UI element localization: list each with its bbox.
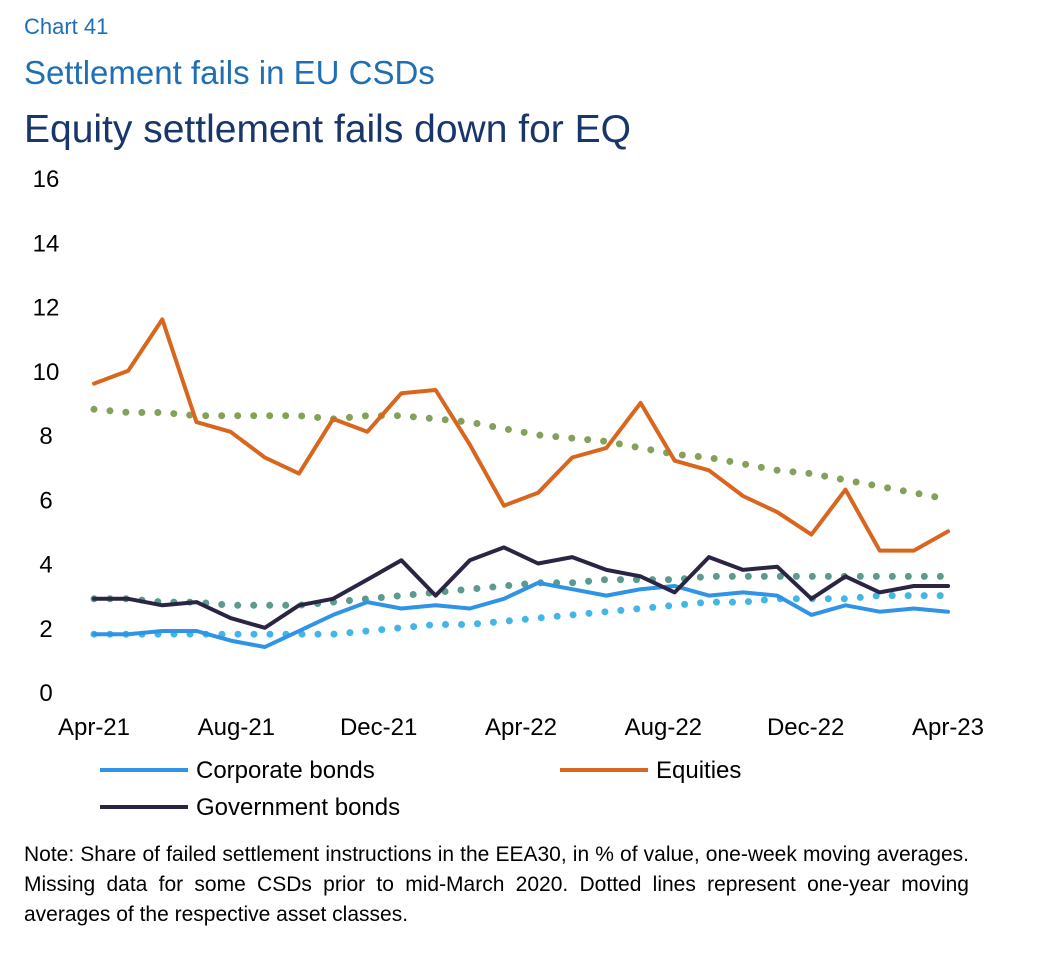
y-tick-label: 16 xyxy=(33,166,60,193)
y-tick-label: 8 xyxy=(39,423,52,450)
y-tick-label: 10 xyxy=(33,359,60,386)
series-line-equities xyxy=(92,317,950,553)
x-tick-label: Dec-22 xyxy=(767,714,844,741)
y-tick-label: 4 xyxy=(39,552,52,579)
y-tick-label: 12 xyxy=(33,295,60,322)
line-chart: 0 2 4 6 8 10 12 14 16 Apr-21 Aug-21 Dec-21 Apr-22 Au… xyxy=(33,166,984,821)
x-tick-label: Dec-21 xyxy=(340,714,417,741)
x-tick-label: Apr-21 xyxy=(58,714,130,741)
legend-label-government-bonds: Government bonds xyxy=(196,794,400,821)
x-tick-label: Aug-21 xyxy=(198,714,275,741)
y-tick-label: 0 xyxy=(39,680,52,707)
x-tick-label: Apr-23 xyxy=(912,714,984,741)
legend-label-corporate-bonds: Corporate bonds xyxy=(196,757,375,784)
y-tick-label: 2 xyxy=(39,616,52,643)
series-layer xyxy=(90,317,952,649)
chart-title: Settlement fails in EU CSDs xyxy=(24,54,435,91)
chart-note: Note: Share of failed settlement instruc… xyxy=(24,843,969,926)
chart-number: Chart 41 xyxy=(24,14,109,39)
moving-average-line-corporate-avg xyxy=(90,592,952,638)
x-tick-label: Aug-22 xyxy=(625,714,702,741)
y-axis: 0 2 4 6 8 10 12 14 16 xyxy=(33,166,60,707)
series-line-government-bonds xyxy=(92,545,950,630)
y-tick-label: 6 xyxy=(39,487,52,514)
legend: Corporate bonds Equities Government bonds xyxy=(100,757,741,821)
y-tick-label: 14 xyxy=(33,230,60,257)
moving-average-line-government-avg xyxy=(90,572,952,609)
moving-average-line-equities-avg xyxy=(90,405,952,503)
chart-subtitle: Equity settlement fails down for EQ xyxy=(24,108,631,151)
x-tick-label: Apr-22 xyxy=(485,714,557,741)
series-line-corporate-bonds xyxy=(92,580,950,649)
x-axis: Apr-21 Aug-21 Dec-21 Apr-22 Aug-22 Dec-22 Apr-… xyxy=(58,714,984,741)
legend-label-equities: Equities xyxy=(656,757,741,784)
